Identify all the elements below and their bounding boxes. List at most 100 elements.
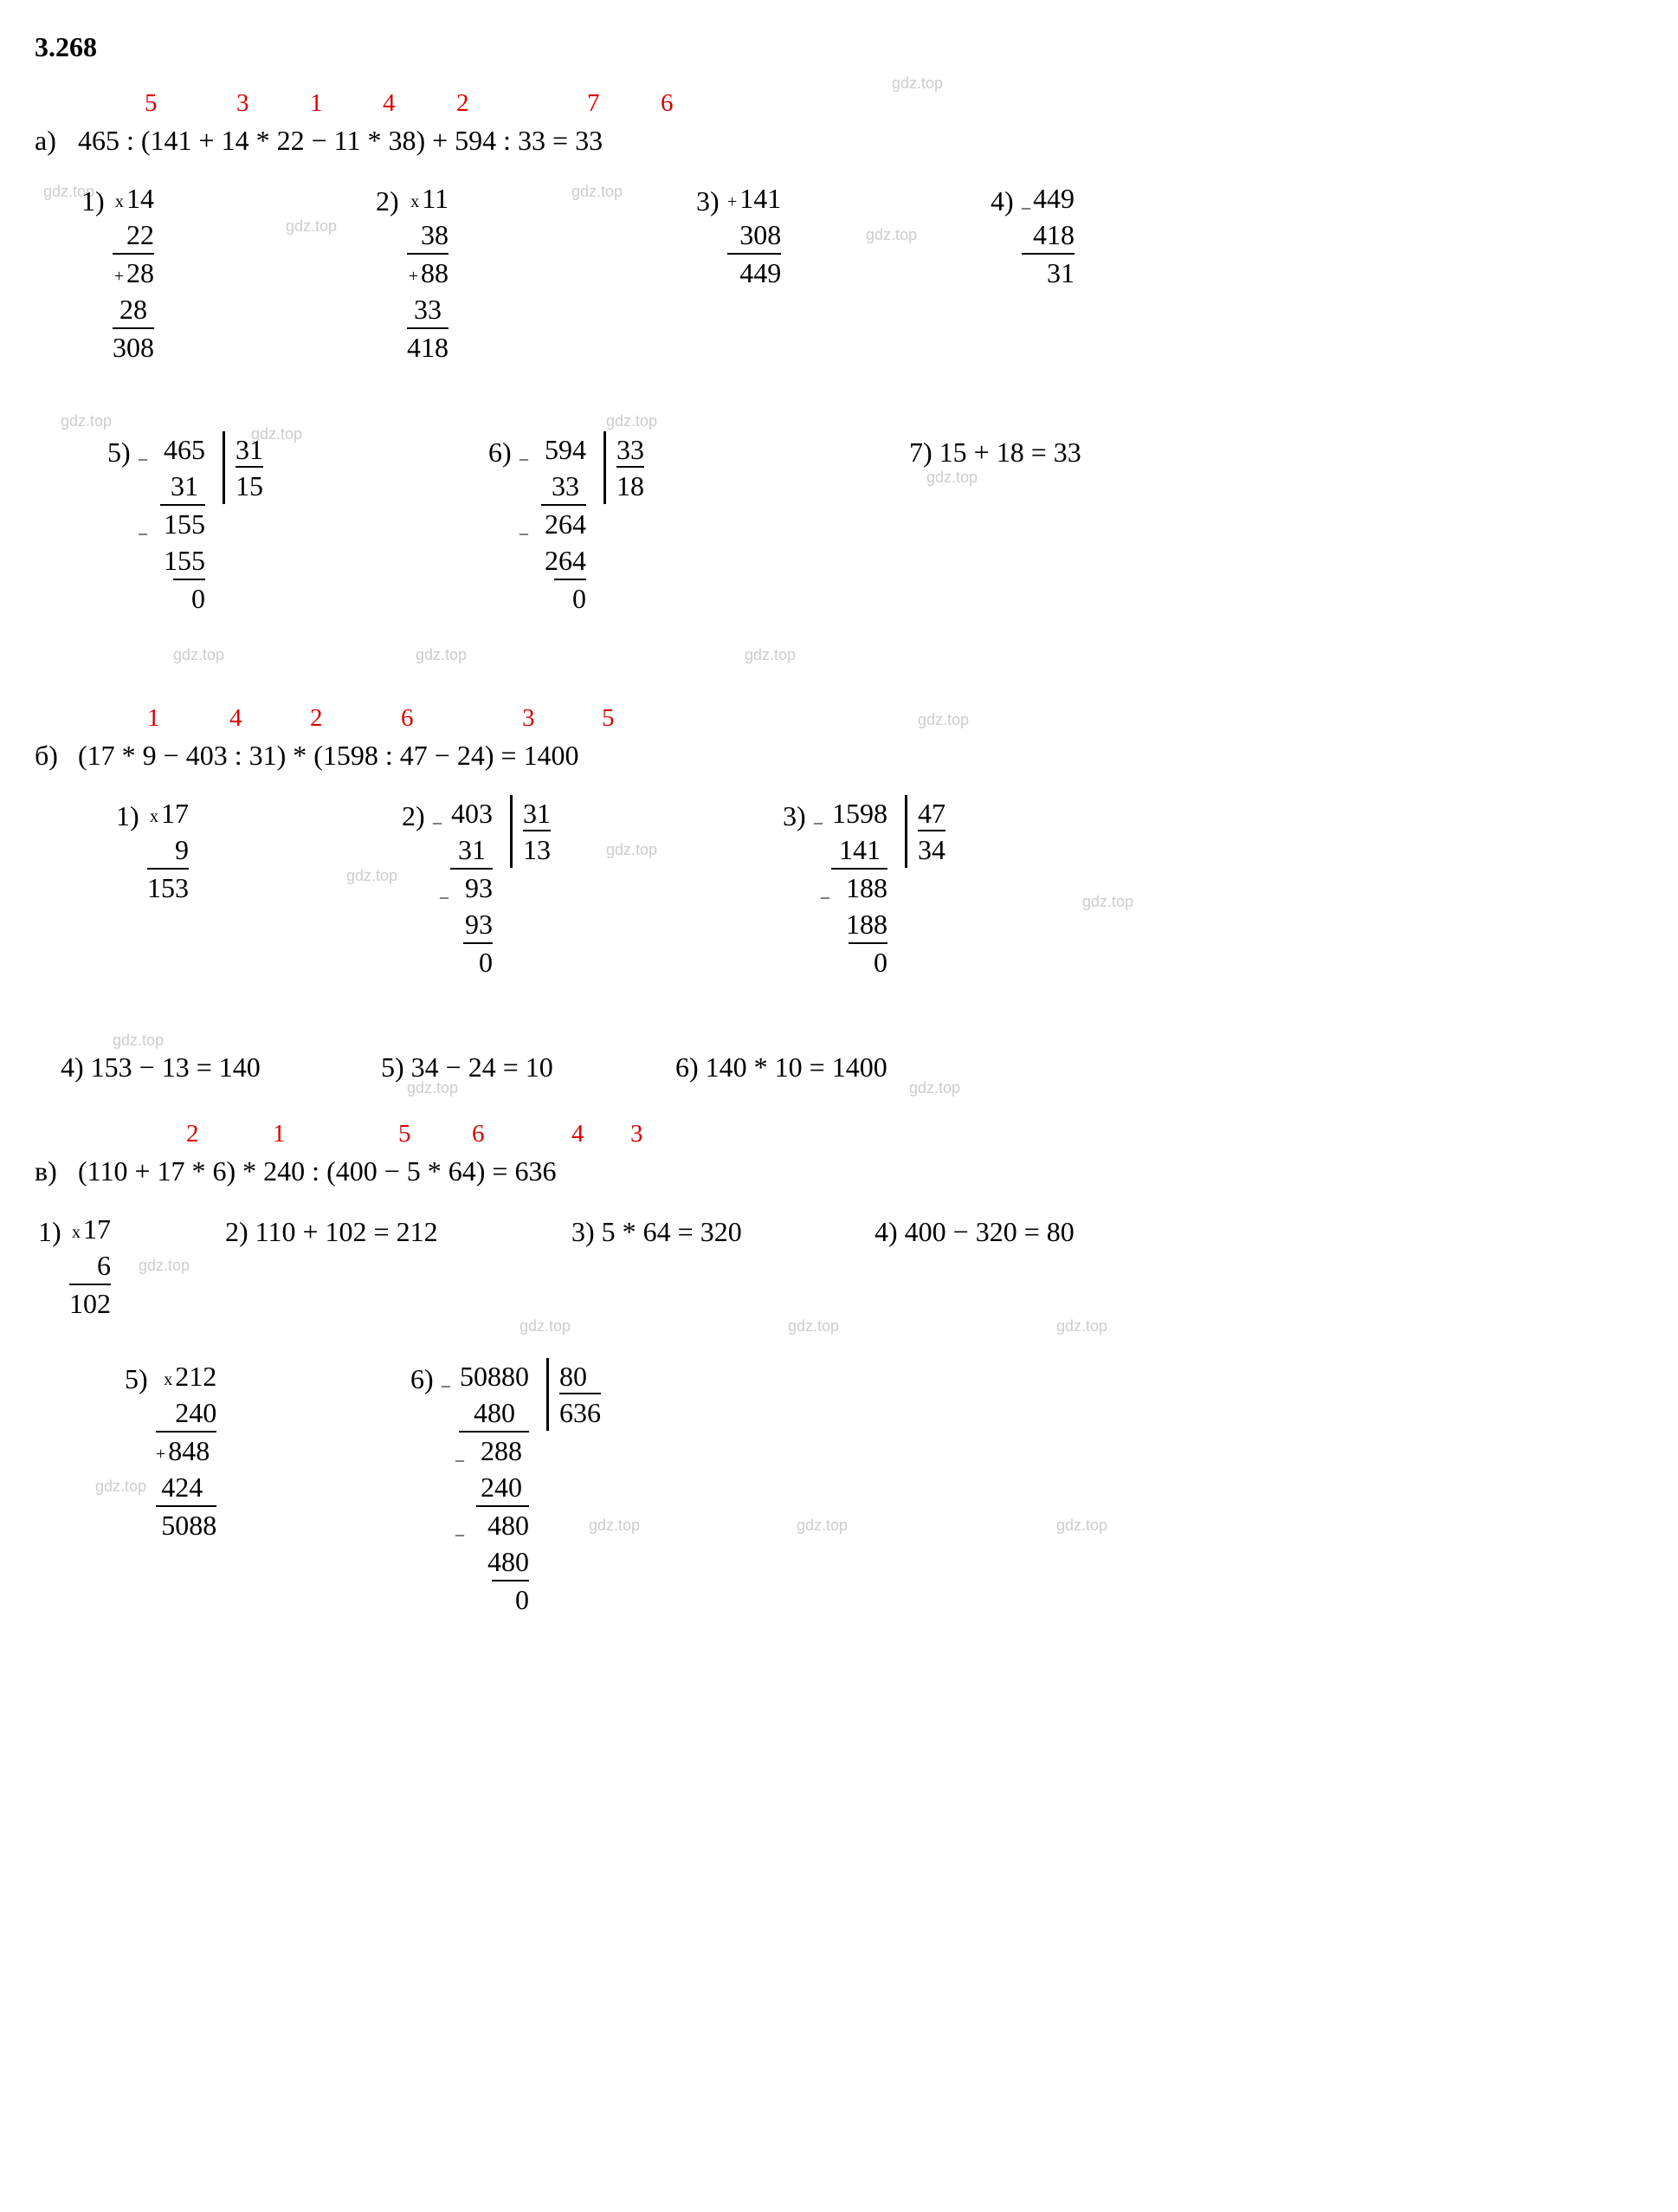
op-minus: _ <box>520 443 528 462</box>
op-minus: _ <box>433 807 442 826</box>
step-text: 400 − 320 = 80 <box>905 1216 1075 1247</box>
long-division-c6: _ 50880 480 _ 288 240 _ 480 480 0 80 636 <box>442 1358 601 1618</box>
div-row: 480 <box>467 1397 529 1428</box>
partial: 88 <box>421 257 449 288</box>
op-plus: + <box>156 1445 165 1464</box>
order-marker: 2 <box>456 85 469 123</box>
watermark: gdz.top <box>1082 890 1133 914</box>
order-marker: 5 <box>145 85 158 123</box>
div-row: 0 <box>545 583 586 614</box>
long-division-b2: _ 403 31 _ 93 93 0 31 13 <box>433 795 551 980</box>
partial: 28 <box>126 257 154 288</box>
step-text: 140 * 10 = 1400 <box>706 1051 887 1083</box>
step-label: 3) <box>571 1216 595 1247</box>
div-row: 141 <box>832 834 887 865</box>
step-label: 4) <box>874 1216 898 1247</box>
step-c2: 2) 110 + 102 = 212 <box>225 1211 438 1252</box>
watermark: gdz.top <box>797 1514 848 1537</box>
step-label: 5) <box>125 1358 148 1400</box>
vertical-sub-4: _449 418 31 <box>1022 180 1075 291</box>
divisor: 33 <box>616 434 644 465</box>
watermark: gdz.top <box>866 223 917 247</box>
step-label: 2) <box>402 795 425 837</box>
result: 5088 <box>161 1510 216 1541</box>
op-minus: _ <box>520 518 528 537</box>
div-row: 465 <box>150 434 205 465</box>
result: 308 <box>113 332 154 363</box>
order-marker: 5 <box>398 1116 411 1154</box>
long-division-6: _ 594 33 _ 264 264 0 33 18 <box>520 431 644 617</box>
div-row: 188 <box>832 909 887 940</box>
step-text: 153 − 13 = 140 <box>91 1051 261 1083</box>
result: 449 <box>739 257 781 288</box>
op-x: x <box>410 192 419 211</box>
op-minus: _ <box>442 1370 450 1389</box>
div-row: 31 <box>451 834 493 865</box>
order-marker: 6 <box>401 700 414 738</box>
operand: 9 <box>175 834 189 865</box>
quotient: 18 <box>616 470 644 501</box>
order-marker: 3 <box>236 85 249 123</box>
div-row: 0 <box>846 947 887 978</box>
part-a-expression: 465 : (141 + 14 * 22 − 11 * 38) + 594 : … <box>78 120 603 161</box>
op-plus: + <box>727 192 737 211</box>
step-label: 4) <box>991 180 1014 222</box>
div-row: 0 <box>164 583 205 614</box>
div-row: 288 <box>467 1435 529 1466</box>
op-minus: _ <box>455 1519 464 1538</box>
vertical-mult-c1: x17 6 102 <box>69 1211 111 1322</box>
part-b-expression: (17 * 9 − 403 : 31) * (1598 : 47 − 24) =… <box>78 734 579 776</box>
operand: 141 <box>739 183 781 214</box>
step-b5: 5) 34 − 24 = 10 <box>381 1046 553 1088</box>
step-label: 7) <box>909 437 933 468</box>
op-minus: _ <box>455 1445 464 1464</box>
order-marker: 6 <box>472 1116 485 1154</box>
operand: 14 <box>126 183 154 214</box>
watermark: gdz.top <box>346 864 397 888</box>
div-row: 1598 <box>825 798 887 829</box>
op-minus: _ <box>1022 192 1030 211</box>
step-c4: 4) 400 − 320 = 80 <box>874 1211 1075 1252</box>
step-label: 1) <box>81 180 105 222</box>
div-row: 33 <box>538 470 586 501</box>
result: 418 <box>407 332 449 363</box>
long-division-b3: _ 1598 141 _ 188 188 0 47 34 <box>814 795 945 980</box>
step-label: 6) <box>675 1051 699 1083</box>
step-text: 5 * 64 = 320 <box>602 1216 742 1247</box>
operand: 449 <box>1033 183 1075 214</box>
part-b: gdz.top 1 4 2 6 3 5 б) (17 * 9 − 403 : 3… <box>35 700 1643 1098</box>
vertical-mult-1: x14 22 +28 28 308 <box>113 180 154 365</box>
vertical-mult-2: x11 38 +88 33 418 <box>407 180 449 365</box>
step-label: 3) <box>783 795 806 837</box>
watermark: gdz.top <box>286 215 337 238</box>
watermark: gdz.top <box>788 1315 839 1338</box>
order-marker: 5 <box>602 700 615 738</box>
div-row: 155 <box>150 508 205 540</box>
quotient: 636 <box>559 1397 601 1428</box>
op-x: x <box>72 1223 81 1242</box>
order-marker: 2 <box>310 700 323 738</box>
quotient: 34 <box>918 834 945 865</box>
step-label: 2) <box>376 180 399 222</box>
step-b4: 4) 153 − 13 = 140 <box>61 1046 261 1088</box>
vertical-mult-c5: x212 240 +848 424 5088 <box>156 1358 216 1543</box>
watermark: gdz.top <box>139 1254 190 1277</box>
op-x: x <box>150 807 158 826</box>
watermark: gdz.top <box>61 410 112 433</box>
partial: 848 <box>168 1435 216 1466</box>
operand: 308 <box>739 219 781 250</box>
step-label: 4) <box>61 1051 84 1083</box>
part-a-label: а) <box>35 120 56 161</box>
div-row: 480 <box>467 1546 529 1577</box>
div-row: 264 <box>531 545 586 576</box>
part-a: gdz.top 5 3 1 4 2 7 6 а) 465 : (141 + 14… <box>35 85 1643 682</box>
divisor: 31 <box>236 434 263 465</box>
vertical-mult-b1: x17 9 153 <box>147 795 189 906</box>
quotient: 13 <box>523 834 551 865</box>
operand: 17 <box>83 1213 111 1245</box>
operand: 240 <box>175 1397 216 1428</box>
operand: 22 <box>126 219 154 250</box>
step-label: 5) <box>107 431 131 473</box>
divisor: 80 <box>559 1361 587 1392</box>
result: 153 <box>147 872 189 903</box>
